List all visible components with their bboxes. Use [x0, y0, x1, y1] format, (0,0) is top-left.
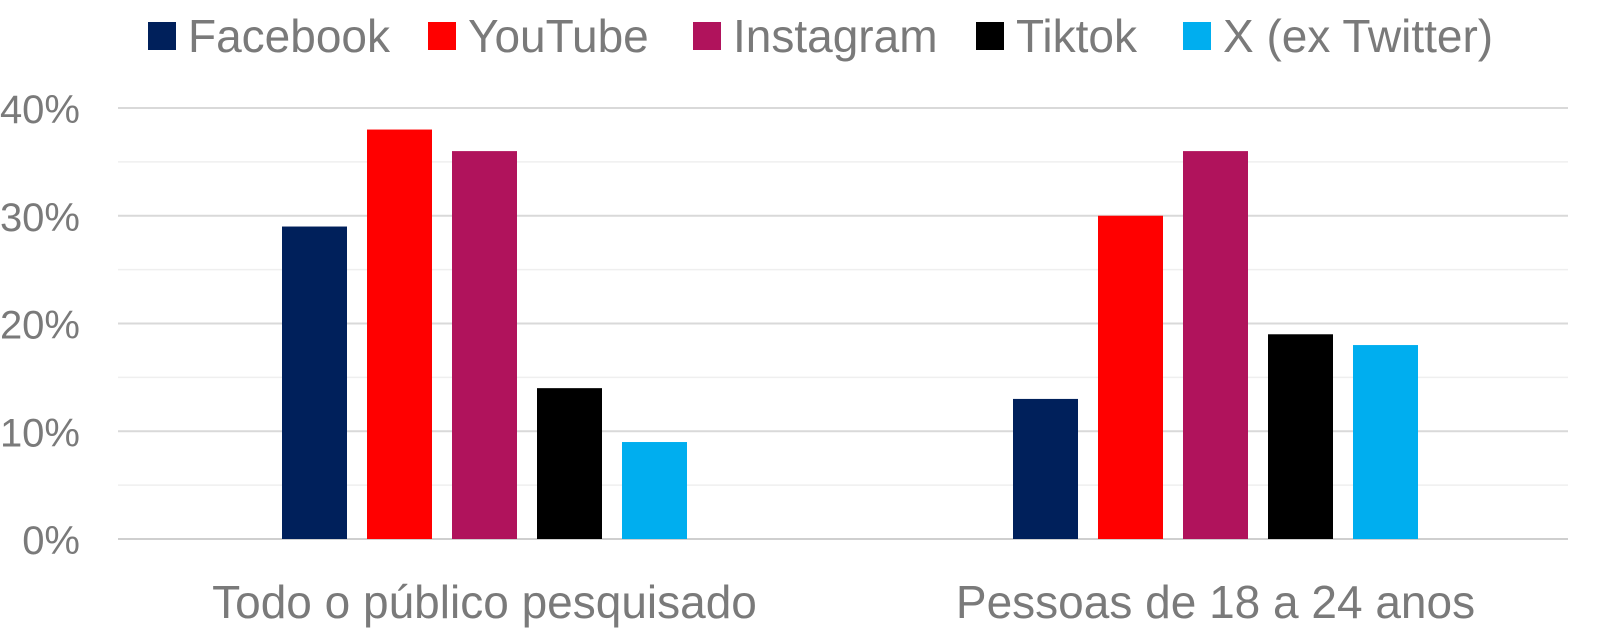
bar-tiktok-1: [537, 388, 602, 539]
bar-facebook-2: [1013, 398, 1078, 539]
legend-label: X (ex Twitter): [1223, 10, 1494, 62]
y-tick-label: 10%: [0, 411, 80, 455]
legend-item: X (ex Twitter): [1183, 6, 1493, 66]
bar-x-ex-twitter--2: [1353, 345, 1418, 539]
bars: [282, 129, 1418, 540]
legend-swatch: [976, 22, 1004, 50]
y-tick-label: 30%: [0, 196, 80, 240]
y-tick-label: 40%: [0, 88, 80, 132]
bar-tiktok-2: [1268, 334, 1333, 539]
bar-facebook-1: [282, 226, 347, 539]
legend-label: Instagram: [733, 10, 938, 62]
legend-item: YouTube: [428, 6, 649, 66]
bar-instagram-1: [452, 151, 517, 539]
legend-item: Facebook: [148, 6, 390, 66]
x-category-label: Pessoas de 18 a 24 anos: [956, 576, 1475, 628]
bar-x-ex-twitter--1: [622, 442, 687, 539]
bar-youtube-1: [367, 129, 432, 540]
gridlines: [118, 107, 1568, 540]
legend-swatch: [428, 22, 456, 50]
legend-swatch: [693, 22, 721, 50]
bar-instagram-2: [1183, 151, 1248, 539]
legend-label: YouTube: [468, 10, 649, 62]
legend-swatch: [148, 22, 176, 50]
x-category-label: Todo o público pesquisado: [212, 576, 757, 628]
legend-swatch: [1183, 22, 1211, 50]
x-axis-labels: Todo o público pesquisado Pessoas de 18 a…: [212, 576, 1475, 628]
legend-label: Tiktok: [1016, 10, 1137, 62]
legend: Facebook YouTube Instagram Tiktok X (ex Twit…: [0, 6, 1608, 66]
y-tick-label: 20%: [0, 304, 80, 348]
legend-item: Instagram: [693, 6, 938, 66]
y-tick-label: 0%: [22, 519, 80, 563]
bar-youtube-2: [1098, 215, 1163, 539]
legend-label: Facebook: [188, 10, 391, 62]
y-axis-ticks: 0% 10% 20% 30% 40%: [0, 88, 80, 563]
legend-item: Tiktok: [976, 6, 1137, 66]
